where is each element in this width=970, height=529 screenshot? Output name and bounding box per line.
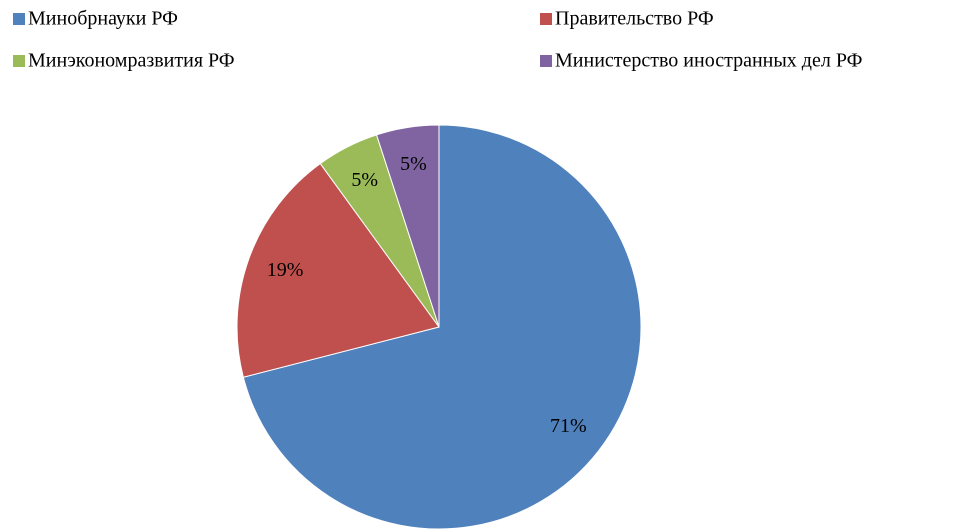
legend-swatch [13,13,25,25]
legend-swatch [540,13,552,25]
data-label: 19% [267,259,304,281]
data-label: 71% [550,415,587,437]
data-label: 5% [351,169,378,191]
legend-swatch [540,55,552,67]
pie-slice [242,124,642,529]
legend-label: Минобрнауки РФ [28,8,178,30]
legend-swatch [13,55,25,67]
legend-label: Минэкономразвития РФ [28,50,235,72]
legend-label: Министерство иностранных дел РФ [555,50,862,72]
data-label: 5% [400,153,427,175]
pie-slice [375,124,440,328]
legend-label: Правительство РФ [555,8,714,30]
pie-slice [236,162,440,378]
